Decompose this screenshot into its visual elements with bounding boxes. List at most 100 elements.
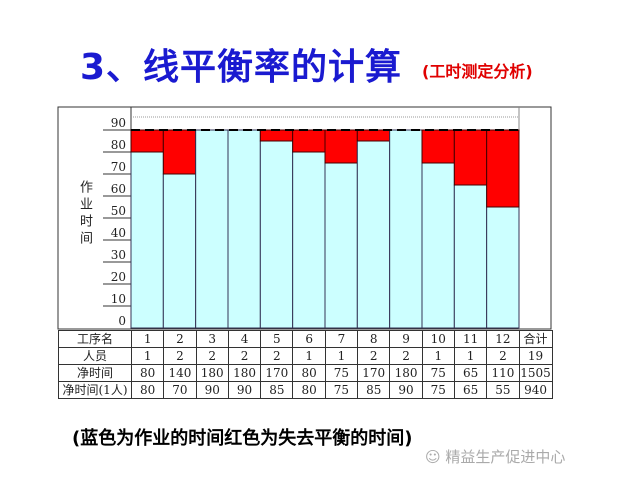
y-tick-label: 40 [111, 226, 126, 240]
table-cell: 2 [227, 347, 262, 365]
table-cell: 2 [163, 330, 197, 348]
y-tick-label: 0 [118, 314, 126, 328]
table-cell: 3 [195, 330, 229, 348]
y-tick-label: 20 [111, 270, 126, 284]
work-bar [421, 162, 455, 329]
table-cell: 2 [389, 347, 423, 365]
work-bar [130, 151, 164, 329]
table-cell: 9 [389, 330, 423, 348]
page-subtitle: (工时测定分析) [422, 62, 533, 81]
y-tick-label: 90 [111, 116, 126, 130]
loss-bar [259, 129, 294, 142]
loss-bar [453, 129, 488, 186]
table-cell: 8 [357, 330, 391, 348]
loss-bar [292, 129, 326, 153]
table-cell: 90 [389, 381, 423, 399]
y-tick-label: 50 [111, 204, 126, 218]
y-tick-label: 80 [111, 138, 126, 152]
table-cell: 80 [292, 381, 326, 399]
table-row: 净时间(1人) 80 70 90 90 85 80 75 85 90 75 65 55 940 [58, 381, 553, 399]
table-cell: 170 [357, 364, 391, 382]
loss-bar [324, 129, 358, 164]
work-bar [324, 162, 358, 329]
table-cell: 70 [163, 381, 197, 399]
row-header: 工序名 [58, 330, 132, 348]
row-header: 净时间 [58, 364, 132, 382]
work-bar [356, 140, 391, 329]
table-cell: 170 [260, 364, 294, 382]
table-cell: 19 [518, 347, 553, 365]
table-cell: 1505 [518, 364, 553, 382]
table-cell: 75 [421, 364, 455, 382]
table-cell: 75 [324, 364, 359, 382]
table-cell: 140 [163, 364, 197, 382]
work-bar [259, 140, 294, 329]
work-bar [389, 129, 423, 329]
loss-bar [421, 129, 455, 164]
loss-bar [486, 129, 520, 208]
table-cell: 80 [292, 364, 326, 382]
table-cell: 2 [163, 347, 197, 365]
table-cell: 110 [486, 364, 520, 382]
table-cell: 1 [453, 347, 488, 365]
y-tick-label: 30 [111, 248, 126, 262]
row-header: 人员 [58, 347, 132, 365]
table-cell: 180 [389, 364, 423, 382]
table-cell: 90 [227, 381, 262, 399]
work-bar [292, 151, 326, 329]
table-cell: 12 [486, 330, 520, 348]
table-cell: 4 [227, 330, 262, 348]
table-cell: 55 [486, 381, 520, 399]
table-cell: 2 [195, 347, 229, 365]
table-cell: 65 [453, 364, 488, 382]
table-cell: 1 [421, 347, 455, 365]
y-tick-label: 60 [111, 182, 126, 196]
table-cell: 2 [357, 347, 391, 365]
table-cell: 75 [421, 381, 455, 399]
legend-note: (蓝色为作业的时间红色为失去平衡的时间) [72, 428, 413, 449]
watermark-text: 精益生产促进中心 [445, 448, 566, 466]
table-row: 工序名 1 2 3 4 5 6 7 8 9 10 11 12 合计 [58, 330, 553, 348]
table-cell: 2 [260, 347, 294, 365]
table-cell: 11 [453, 330, 488, 348]
table-cell: 1 [324, 347, 359, 365]
y-tick-label: 70 [111, 160, 126, 174]
table-cell: 65 [453, 381, 488, 399]
loss-bar [130, 129, 164, 153]
loss-bar [356, 129, 391, 142]
work-bar [453, 184, 488, 329]
work-bar [195, 129, 229, 329]
y-axis-label: 作业时间 [76, 180, 92, 248]
table-row: 净时间 80 140 180 180 170 80 75 170 180 75 65 110 1505 [58, 364, 553, 382]
table-cell: 6 [292, 330, 326, 348]
table-cell: 180 [195, 364, 229, 382]
row-header: 净时间(1人) [58, 381, 132, 399]
wechat-icon: ☺ [425, 448, 446, 466]
watermark: ☺ 精益生产促进中心 [425, 446, 565, 467]
work-bar [162, 173, 197, 329]
table-cell: 10 [421, 330, 455, 348]
table-cell: 90 [195, 381, 229, 399]
process-table: 工序名 1 2 3 4 5 6 7 8 9 10 11 12 合计 人员 1 2 2 2 2 1 1 2 2 1 1 2 19 净时间 8… [58, 330, 553, 399]
table-cell: 1 [292, 347, 326, 365]
work-bar [486, 206, 520, 329]
table-cell: 85 [357, 381, 391, 399]
table-cell: 80 [130, 364, 165, 382]
table-cell: 1 [130, 347, 165, 365]
table-cell: 合计 [518, 330, 553, 348]
loss-bar [162, 129, 197, 175]
table-cell: 940 [518, 381, 553, 399]
table-cell: 1 [130, 330, 165, 348]
table-cell: 85 [260, 381, 294, 399]
y-tick-label: 10 [111, 292, 126, 306]
table-cell: 2 [486, 347, 520, 365]
table-cell: 180 [227, 364, 262, 382]
page-title: 3、线平衡率的计算 [80, 47, 403, 88]
work-bar [227, 129, 261, 329]
table-cell: 5 [260, 330, 294, 348]
table-row: 人员 1 2 2 2 2 1 1 2 2 1 1 2 19 [58, 347, 553, 365]
table-cell: 7 [324, 330, 359, 348]
table-cell: 80 [130, 381, 165, 399]
table-cell: 75 [324, 381, 359, 399]
